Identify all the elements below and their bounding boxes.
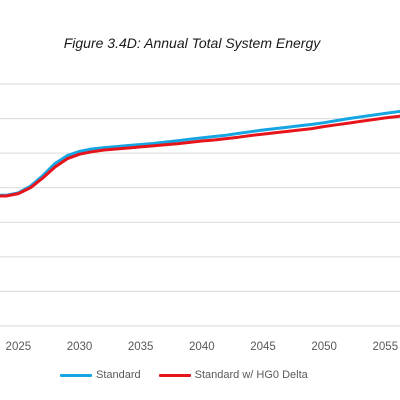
legend-label-hg0-delta: Standard w/ HG0 Delta <box>194 369 308 381</box>
x-tick-label: 2045 <box>250 341 276 353</box>
x-tick-label: 2030 <box>67 341 93 353</box>
legend: Standard Standard w/ HG0 Delta <box>60 369 326 381</box>
x-tick-label: 2040 <box>189 341 215 353</box>
x-axis-ticks: 2025 2030 2035 2040 2045 2050 2055 <box>6 341 399 353</box>
x-tick-label: 2035 <box>128 341 154 353</box>
gridlines <box>0 83 400 327</box>
series-line-hg0-delta <box>0 114 400 198</box>
legend-item-standard: Standard <box>60 369 141 381</box>
x-tick-label: 2050 <box>311 341 337 353</box>
x-tick-label: 2055 <box>373 341 399 353</box>
x-tick-label: 2025 <box>6 341 32 353</box>
legend-item-hg0-delta: Standard w/ HG0 Delta <box>158 369 308 381</box>
series-line-standard <box>0 109 400 197</box>
legend-swatch-standard <box>60 373 92 377</box>
legend-swatch-hg0-delta <box>158 373 191 377</box>
chart-title: Figure 3.4D: Annual Total System Energy <box>63 35 321 51</box>
series-lines <box>0 109 400 198</box>
legend-label-standard: Standard <box>96 369 141 381</box>
